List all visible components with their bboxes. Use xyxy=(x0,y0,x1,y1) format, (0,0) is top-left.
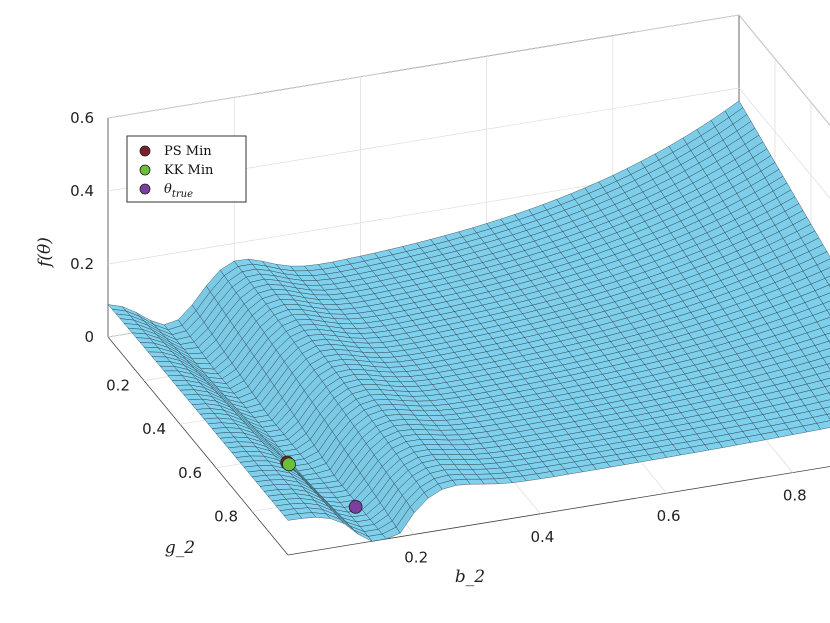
x-tick-label-1: 0.4 xyxy=(530,528,554,546)
y-tick-label-3: 0.8 xyxy=(214,507,238,525)
legend-marker-kk-min xyxy=(139,164,151,176)
z-tick-label-1: 0.2 xyxy=(70,255,94,273)
grid-z-side-3 xyxy=(738,14,830,126)
x-tick-label-0: 0.2 xyxy=(404,548,428,566)
y-axis-label: g_2 xyxy=(165,538,195,558)
z-tick-label-2: 0.4 xyxy=(70,182,94,200)
legend-marker-ps-min xyxy=(139,145,151,157)
z-tick-label-3: 0.6 xyxy=(70,109,94,127)
box-edge-7 xyxy=(287,466,830,556)
surface-mesh xyxy=(107,100,830,542)
theta-subscript: true xyxy=(172,189,193,200)
x-axis-label: b_2 xyxy=(455,567,485,587)
legend-label-ps-min: PS Min xyxy=(164,144,212,159)
x-tick-label-3: 0.8 xyxy=(783,487,807,505)
y-tick-label-0: 0.2 xyxy=(106,377,130,395)
grid-z-side-2 xyxy=(738,87,830,199)
theta-symbol: θ xyxy=(164,182,172,197)
x-tick-label-2: 0.6 xyxy=(657,507,681,525)
y-tick-label-2: 0.6 xyxy=(178,464,202,482)
y-tick-label-1: 0.4 xyxy=(142,420,166,438)
surface-patch xyxy=(283,513,303,521)
z-axis-label: f(θ) xyxy=(35,237,55,269)
box-edge-6 xyxy=(107,336,289,556)
tick-labels: 0 0.2 0.4 0.6 0.2 0.4 0.6 0.8 0.2 0.4 0.6 0.8 xyxy=(70,109,807,566)
legend-label-theta-true: θtrue xyxy=(164,182,193,200)
marker-2 xyxy=(348,499,363,514)
legend-label-kk-min: KK Min xyxy=(164,163,214,178)
grid-z-back-3 xyxy=(107,14,740,119)
z-tick-label-0: 0 xyxy=(84,328,94,346)
legend: PS Min KK Min θtrue xyxy=(126,135,247,203)
marker-1 xyxy=(282,457,296,472)
data-markers xyxy=(280,455,363,514)
legend-marker-theta-true xyxy=(139,183,151,195)
